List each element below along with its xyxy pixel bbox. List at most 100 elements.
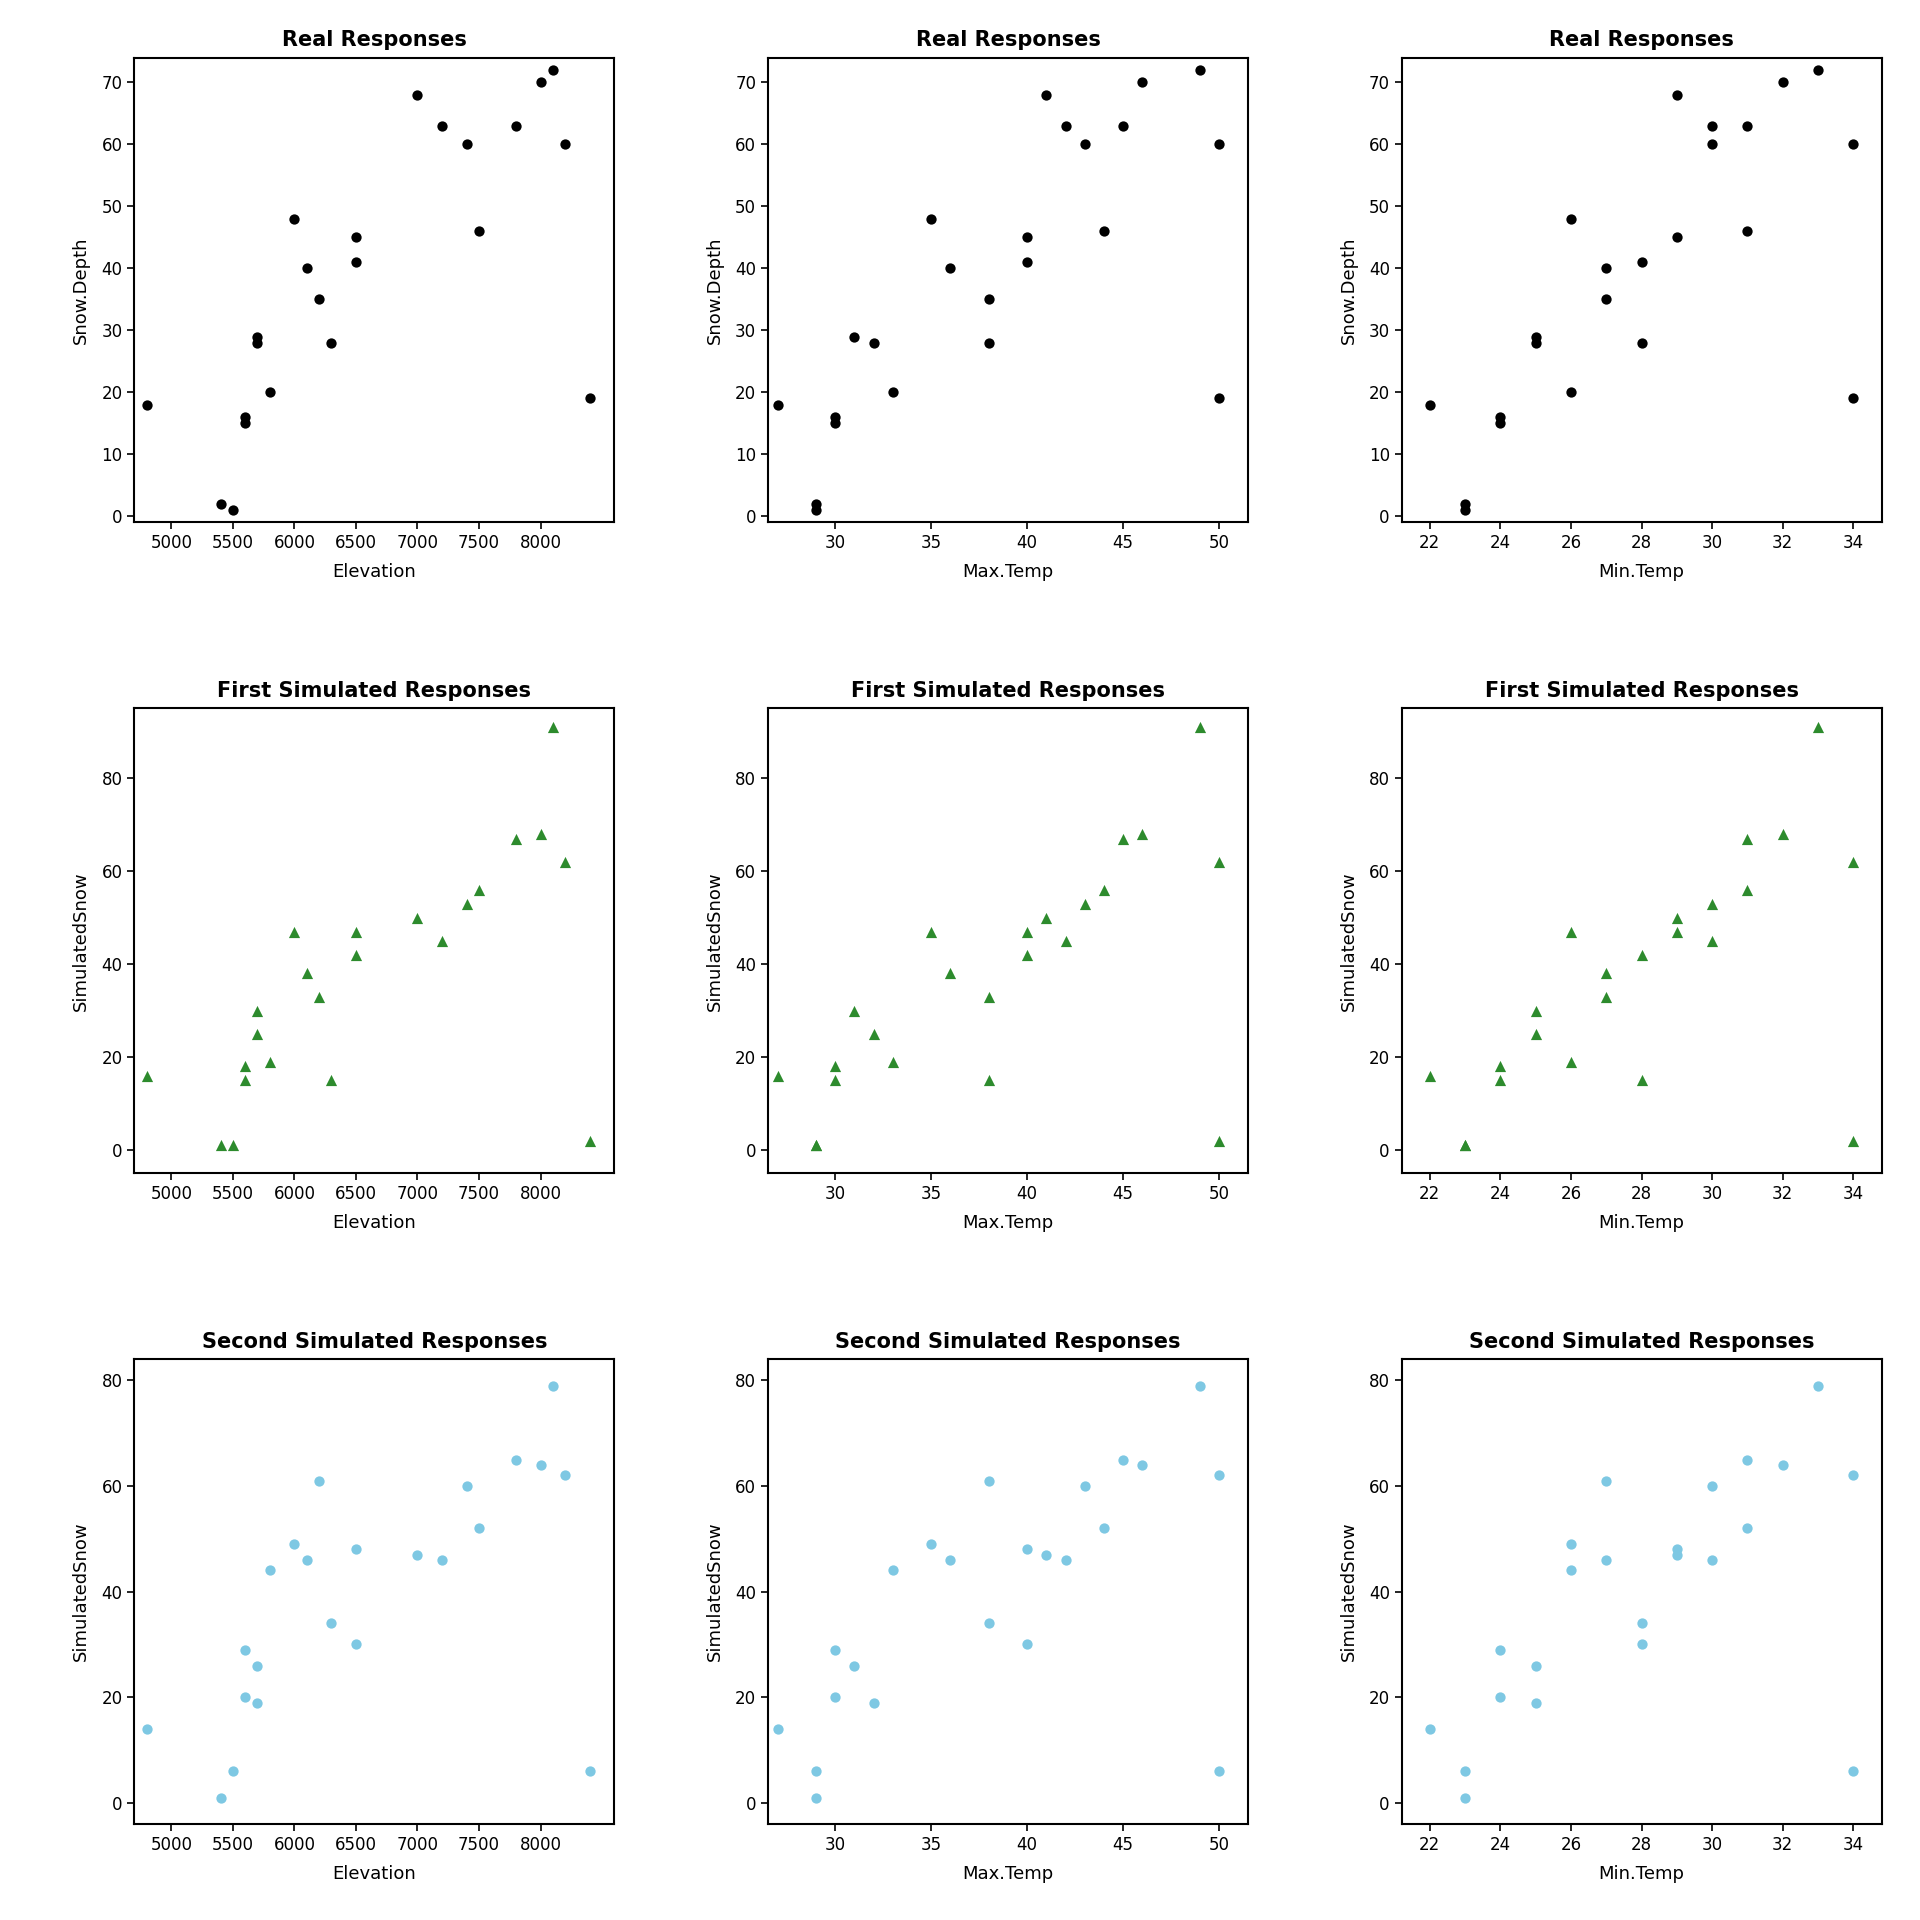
Point xyxy=(1555,916,1586,947)
Point xyxy=(1626,248,1657,278)
Point xyxy=(1204,384,1235,415)
Point xyxy=(501,1444,532,1475)
Point xyxy=(1012,1534,1043,1565)
Point xyxy=(451,129,482,159)
Point xyxy=(292,1544,323,1574)
Title: First Simulated Responses: First Simulated Responses xyxy=(217,682,532,701)
Point xyxy=(1069,129,1100,159)
Point xyxy=(1697,925,1728,956)
Point xyxy=(1204,1459,1235,1490)
Y-axis label: SimulatedSnow: SimulatedSnow xyxy=(707,1523,724,1661)
Point xyxy=(230,1634,261,1665)
Point xyxy=(501,824,532,854)
Point xyxy=(242,1688,273,1718)
Point xyxy=(1127,818,1158,849)
Point xyxy=(1484,1050,1515,1081)
X-axis label: Max.Temp: Max.Temp xyxy=(962,563,1054,582)
Point xyxy=(1697,1471,1728,1501)
Point xyxy=(820,407,851,438)
Point xyxy=(340,223,371,253)
Y-axis label: SimulatedSnow: SimulatedSnow xyxy=(1340,1523,1357,1661)
Point xyxy=(1069,1471,1100,1501)
Point xyxy=(1661,1540,1692,1571)
Point xyxy=(820,1050,851,1081)
Point xyxy=(230,1682,261,1713)
Point xyxy=(839,1649,870,1680)
Point xyxy=(242,326,273,357)
Point xyxy=(1837,384,1868,415)
Point xyxy=(858,1018,889,1048)
Point xyxy=(801,488,831,518)
Point xyxy=(1803,1371,1834,1402)
Point xyxy=(1450,495,1480,526)
Point xyxy=(1521,1688,1551,1718)
Point xyxy=(820,401,851,432)
Point xyxy=(1732,1444,1763,1475)
Point xyxy=(1555,1555,1586,1586)
Point xyxy=(526,67,557,98)
Point xyxy=(1450,1755,1480,1786)
Point xyxy=(801,495,831,526)
Point xyxy=(1012,223,1043,253)
Point xyxy=(1450,488,1480,518)
Point xyxy=(1069,889,1100,920)
Point xyxy=(1031,1540,1062,1571)
Point xyxy=(858,326,889,357)
Point xyxy=(463,874,493,904)
Point xyxy=(230,401,261,432)
Point xyxy=(1204,129,1235,159)
Point xyxy=(131,1713,161,1743)
Point xyxy=(762,1060,793,1091)
Point xyxy=(242,321,273,351)
Point xyxy=(1108,1444,1139,1475)
Point xyxy=(1108,824,1139,854)
Point xyxy=(426,1544,457,1574)
Point xyxy=(340,916,371,947)
Point xyxy=(1732,874,1763,904)
Point xyxy=(1732,215,1763,246)
Point xyxy=(549,129,580,159)
Point xyxy=(916,916,947,947)
Point xyxy=(1089,874,1119,904)
Point xyxy=(1592,284,1622,315)
X-axis label: Min.Temp: Min.Temp xyxy=(1599,1213,1684,1233)
Point xyxy=(1732,824,1763,854)
Point xyxy=(1012,939,1043,970)
Point xyxy=(1185,1371,1215,1402)
Point xyxy=(463,1513,493,1544)
Point xyxy=(1697,111,1728,142)
Point xyxy=(205,1782,236,1812)
Point xyxy=(401,1540,432,1571)
Point xyxy=(278,1528,309,1559)
Point xyxy=(1592,1465,1622,1496)
Point xyxy=(973,284,1004,315)
X-axis label: Elevation: Elevation xyxy=(332,563,417,582)
Point xyxy=(1089,215,1119,246)
Point xyxy=(205,488,236,518)
Point xyxy=(1803,712,1834,743)
Point xyxy=(526,818,557,849)
Point xyxy=(1127,1450,1158,1480)
Point xyxy=(1697,889,1728,920)
Point xyxy=(1697,129,1728,159)
Point xyxy=(1450,1782,1480,1812)
Point xyxy=(1837,1459,1868,1490)
Point xyxy=(877,1555,908,1586)
Point xyxy=(1012,248,1043,278)
Point xyxy=(278,204,309,234)
X-axis label: Min.Temp: Min.Temp xyxy=(1599,563,1684,582)
Point xyxy=(1555,204,1586,234)
Point xyxy=(1592,981,1622,1012)
Point xyxy=(1415,1713,1446,1743)
Point xyxy=(973,1607,1004,1638)
Point xyxy=(426,111,457,142)
Point xyxy=(1204,847,1235,877)
Point xyxy=(1837,129,1868,159)
Point xyxy=(1837,847,1868,877)
Point xyxy=(292,253,323,284)
Point xyxy=(549,847,580,877)
Point xyxy=(401,79,432,109)
Point xyxy=(820,1066,851,1096)
Point xyxy=(230,1050,261,1081)
Point xyxy=(538,712,568,743)
